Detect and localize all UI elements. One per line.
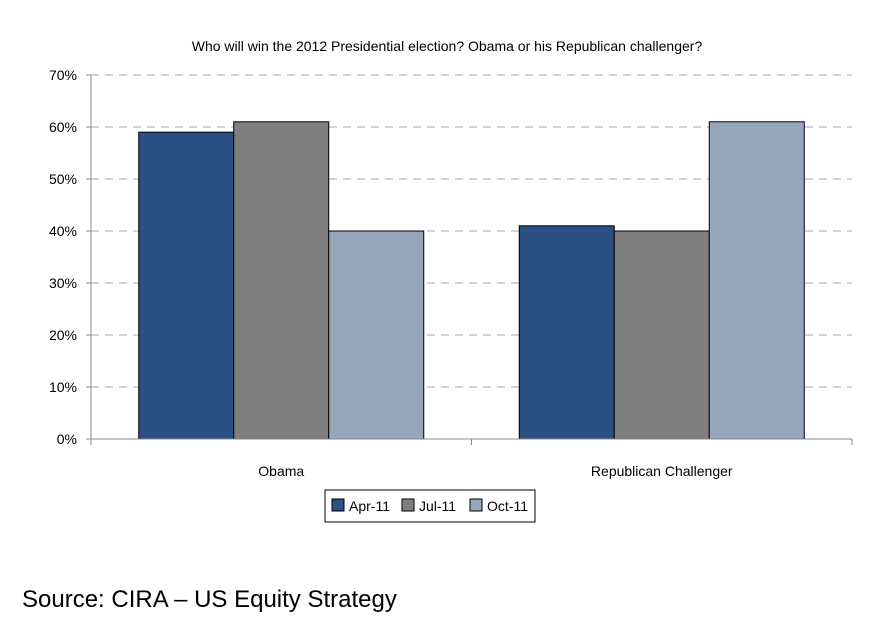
legend-box [324,489,536,523]
y-tick-label: 60% [49,119,77,135]
x-category-label: Obama [258,463,304,479]
y-tick-label: 30% [49,275,77,291]
bar-apr-11-republican-challenger [518,225,615,440]
source-note: Source: CIRA – US Equity Strategy [22,586,397,613]
legend-label: Oct-11 [487,498,528,514]
legend-label: Apr-11 [349,498,390,514]
legend: Apr-11 Jul-11 Oct-11 [324,489,536,523]
bar-oct-11-republican-challenger [708,121,805,440]
y-tick-label: 10% [49,379,77,395]
y-tick-label: 50% [49,171,77,187]
bar-oct-11-obama [328,230,425,440]
legend-label: Jul-11 [419,498,456,514]
bar-jul-11-obama [233,121,330,440]
legend-swatch [331,498,345,512]
x-category-label: Republican Challenger [591,463,733,479]
y-tick-label: 40% [49,223,77,239]
legend-swatch [401,498,415,512]
y-tick-label: 20% [49,327,77,343]
y-tick-label: 70% [49,67,77,83]
y-tick-label: 0% [57,431,77,447]
bar-jul-11-republican-challenger [613,230,710,440]
legend-swatch [469,498,483,512]
bar-apr-11-obama [138,131,235,440]
chart-title: Who will win the 2012 Presidential elect… [192,38,703,54]
